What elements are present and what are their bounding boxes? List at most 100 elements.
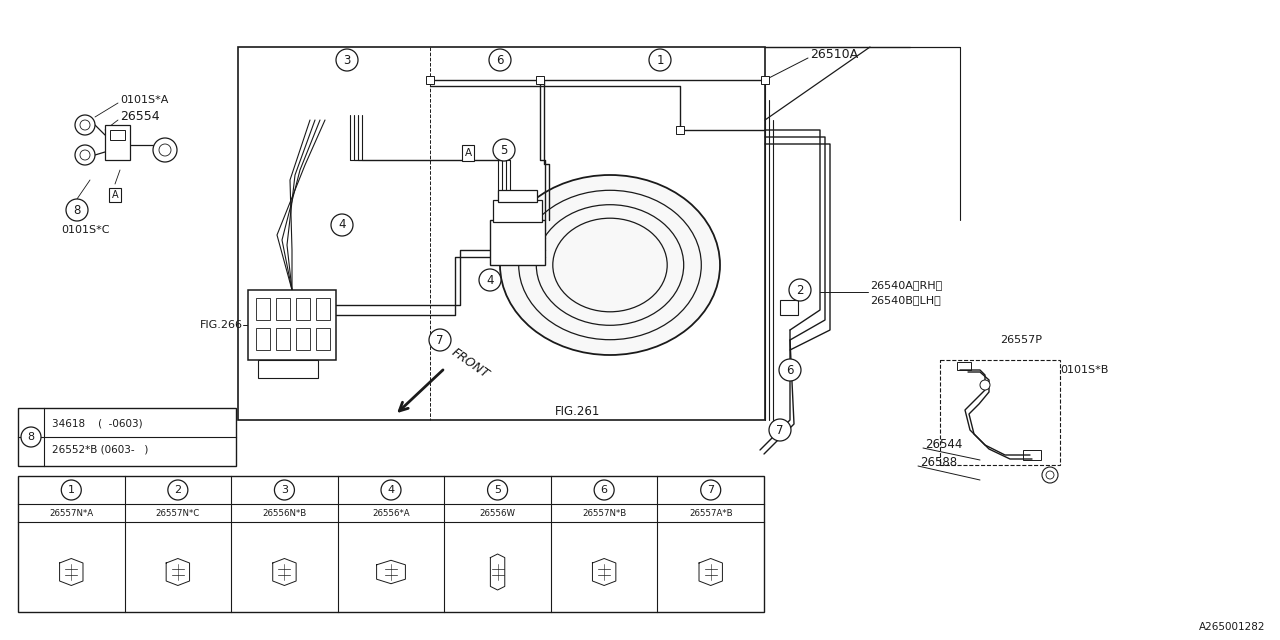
Text: 6: 6 (786, 364, 794, 376)
Bar (276, 328, 291, 350)
Text: 26544: 26544 (925, 438, 963, 451)
Circle shape (168, 480, 188, 500)
Text: 8: 8 (27, 432, 35, 442)
Circle shape (381, 480, 401, 500)
Text: 2: 2 (796, 284, 804, 296)
Bar (256, 298, 270, 320)
Polygon shape (593, 559, 616, 586)
Polygon shape (376, 560, 406, 584)
Text: FIG.266: FIG.266 (200, 320, 243, 330)
Polygon shape (490, 554, 504, 590)
Bar (676, 126, 684, 134)
Polygon shape (166, 559, 189, 586)
Text: 8: 8 (73, 204, 81, 216)
Circle shape (488, 480, 508, 500)
Text: 6: 6 (600, 485, 608, 495)
Text: 4: 4 (388, 485, 394, 495)
Bar (780, 300, 797, 315)
Bar (296, 328, 310, 350)
Text: 7: 7 (436, 333, 444, 346)
Circle shape (1042, 467, 1059, 483)
Text: 26556*A: 26556*A (372, 509, 410, 518)
Text: 1: 1 (657, 54, 664, 67)
Text: 26557N*C: 26557N*C (156, 509, 200, 518)
Circle shape (489, 49, 511, 71)
Circle shape (700, 480, 721, 500)
Text: 26540B〈LH〉: 26540B〈LH〉 (870, 295, 941, 305)
Polygon shape (699, 559, 722, 586)
Text: 3: 3 (280, 485, 288, 495)
Bar (18, 408, 236, 466)
Text: 2: 2 (174, 485, 182, 495)
Bar (493, 200, 541, 222)
Circle shape (780, 359, 801, 381)
Circle shape (479, 269, 500, 291)
Text: FRONT: FRONT (449, 346, 492, 381)
Text: 7: 7 (707, 485, 714, 495)
Bar (957, 362, 972, 370)
Circle shape (76, 115, 95, 135)
Bar (940, 360, 1060, 465)
Text: 26556N*B: 26556N*B (262, 509, 306, 518)
Bar (105, 125, 131, 160)
Text: A: A (111, 190, 118, 200)
Bar (276, 298, 291, 320)
Text: 7: 7 (776, 424, 783, 436)
Bar (1023, 450, 1041, 460)
Text: 26554: 26554 (120, 111, 160, 124)
Text: 34618    (  -0603): 34618 ( -0603) (52, 418, 142, 428)
Circle shape (493, 139, 515, 161)
Text: 1: 1 (68, 485, 74, 495)
Text: 26552*B (0603-   ): 26552*B (0603- ) (52, 445, 148, 455)
Text: 26510A: 26510A (810, 49, 858, 61)
Bar (490, 220, 545, 265)
Text: 5: 5 (494, 485, 500, 495)
Bar (762, 76, 769, 84)
Circle shape (67, 199, 88, 221)
Bar (256, 328, 270, 350)
Circle shape (788, 279, 812, 301)
Bar (259, 360, 317, 378)
Text: 6: 6 (497, 54, 504, 67)
Circle shape (980, 380, 989, 390)
Text: 4: 4 (338, 218, 346, 232)
Bar (238, 47, 765, 420)
Text: 26557N*B: 26557N*B (582, 509, 626, 518)
Text: 26557N*A: 26557N*A (49, 509, 93, 518)
Circle shape (594, 480, 614, 500)
Bar (296, 298, 310, 320)
Bar (316, 328, 330, 350)
Bar (248, 290, 335, 360)
Text: 26557P: 26557P (1000, 335, 1042, 345)
Circle shape (76, 145, 95, 165)
Polygon shape (60, 559, 83, 586)
Circle shape (274, 480, 294, 500)
Text: 0101S*C: 0101S*C (60, 225, 109, 235)
Text: 3: 3 (343, 54, 351, 67)
Circle shape (769, 419, 791, 441)
Circle shape (429, 329, 451, 351)
Text: 4: 4 (486, 273, 494, 287)
Circle shape (61, 480, 82, 500)
Text: 0101S*A: 0101S*A (120, 95, 169, 105)
Bar (18, 476, 764, 612)
Text: 0101S*B: 0101S*B (1060, 365, 1108, 375)
Bar (110, 130, 125, 140)
Circle shape (649, 49, 671, 71)
Text: FIG.261: FIG.261 (556, 405, 600, 418)
Bar (536, 76, 544, 84)
Bar (426, 76, 434, 84)
Circle shape (332, 214, 353, 236)
Ellipse shape (500, 175, 719, 355)
Circle shape (154, 138, 177, 162)
Text: 26556W: 26556W (480, 509, 516, 518)
Circle shape (335, 49, 358, 71)
Text: A: A (465, 148, 471, 158)
Text: 26557A*B: 26557A*B (689, 509, 732, 518)
Bar (498, 190, 538, 202)
Text: A265001282: A265001282 (1198, 622, 1265, 632)
Polygon shape (273, 559, 296, 586)
Text: 5: 5 (500, 143, 508, 157)
Circle shape (20, 427, 41, 447)
Text: 26588: 26588 (920, 456, 957, 470)
